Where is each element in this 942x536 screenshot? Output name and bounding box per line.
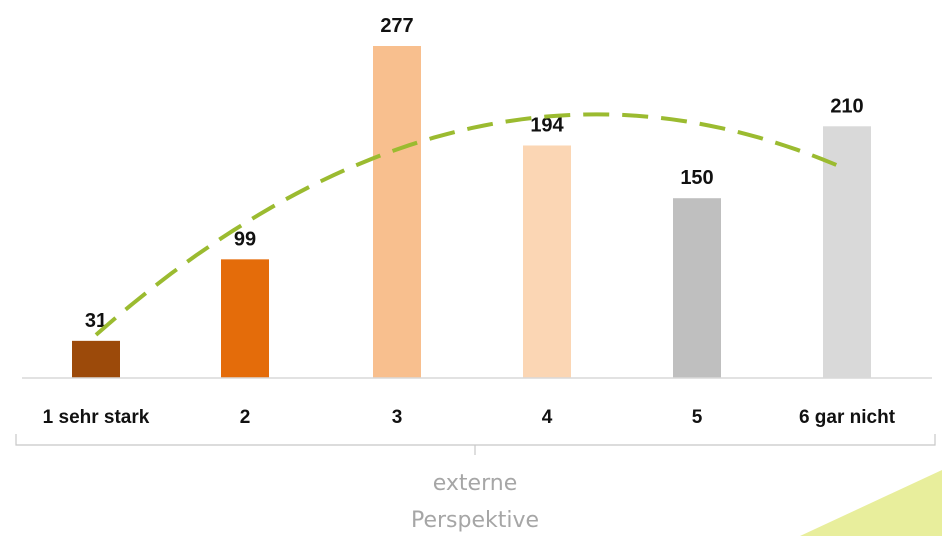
bar-5 [673,198,721,378]
bar-1 [72,340,120,378]
trend-line [94,112,848,337]
category-labels-group: 1 sehr stark 2 3 4 5 6 gar nicht [43,407,896,428]
group-bracket [15,434,936,455]
value-label-6: 210 [830,95,863,117]
category-label-1: 1 sehr stark [43,407,150,428]
value-label-2: 99 [234,228,256,250]
bar-2 [221,259,269,378]
decorative-corner-shape [800,470,942,536]
value-label-1: 31 [85,310,107,332]
bar-3 [373,46,421,378]
group-label-line1: externe [433,471,517,496]
value-labels-group: 31 99 277 194 150 210 [85,15,864,332]
category-label-5: 5 [692,407,703,428]
category-label-6: 6 gar nicht [799,407,896,428]
bars-group [72,46,871,378]
category-label-2: 2 [240,407,251,428]
bar-4 [523,145,571,378]
value-label-4: 194 [530,114,564,136]
category-label-3: 3 [392,407,403,428]
bar-6 [823,126,871,378]
value-label-3: 277 [380,15,413,37]
value-label-5: 150 [680,167,713,189]
group-label-line2: Perspektive [411,508,539,533]
category-label-4: 4 [542,407,553,428]
